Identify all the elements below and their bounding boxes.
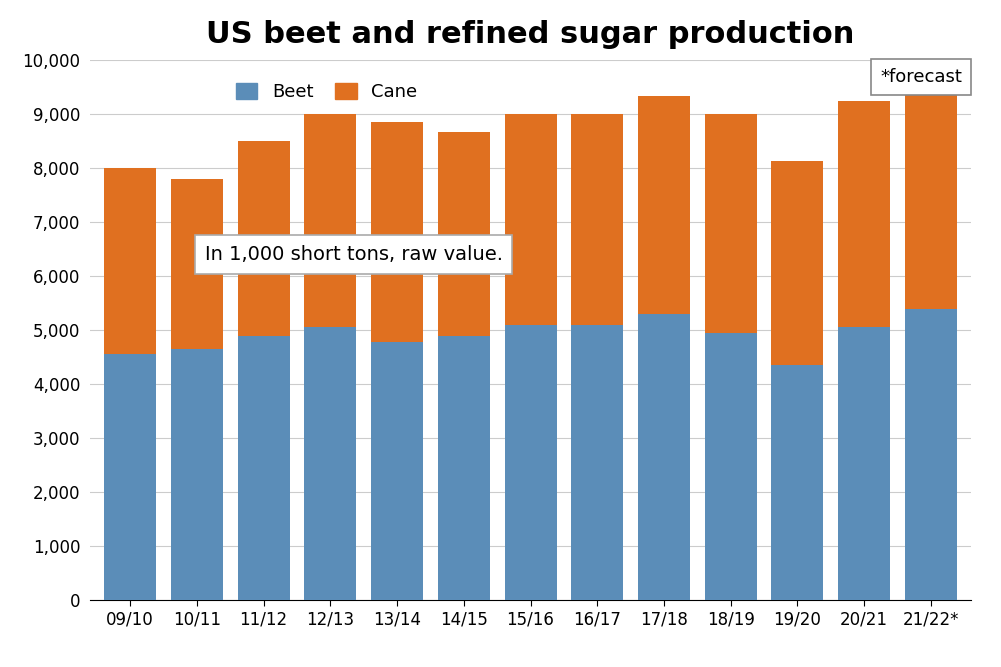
Bar xyxy=(905,95,957,309)
Bar xyxy=(171,349,223,600)
Bar xyxy=(572,114,624,325)
Bar xyxy=(171,179,223,349)
Text: In 1,000 short tons, raw value.: In 1,000 short tons, raw value. xyxy=(204,245,503,264)
Bar xyxy=(905,309,957,600)
Bar xyxy=(237,336,289,600)
Bar xyxy=(838,327,890,600)
Bar xyxy=(838,101,890,327)
Bar xyxy=(304,327,356,600)
Bar xyxy=(437,132,489,336)
Bar xyxy=(371,342,423,600)
Bar xyxy=(304,114,356,327)
Bar xyxy=(772,366,824,600)
Bar xyxy=(371,122,423,342)
Text: *forecast: *forecast xyxy=(880,68,962,86)
Bar xyxy=(437,336,489,600)
Bar xyxy=(705,333,757,600)
Legend: Beet, Cane: Beet, Cane xyxy=(235,83,417,101)
Bar xyxy=(505,114,557,325)
Bar xyxy=(705,114,757,333)
Bar xyxy=(104,354,156,600)
Bar xyxy=(237,141,289,336)
Title: US beet and refined sugar production: US beet and refined sugar production xyxy=(206,21,855,49)
Bar xyxy=(572,325,624,600)
Bar xyxy=(104,168,156,354)
Bar xyxy=(772,161,824,366)
Bar xyxy=(638,314,690,600)
Bar xyxy=(638,96,690,314)
Bar xyxy=(505,325,557,600)
